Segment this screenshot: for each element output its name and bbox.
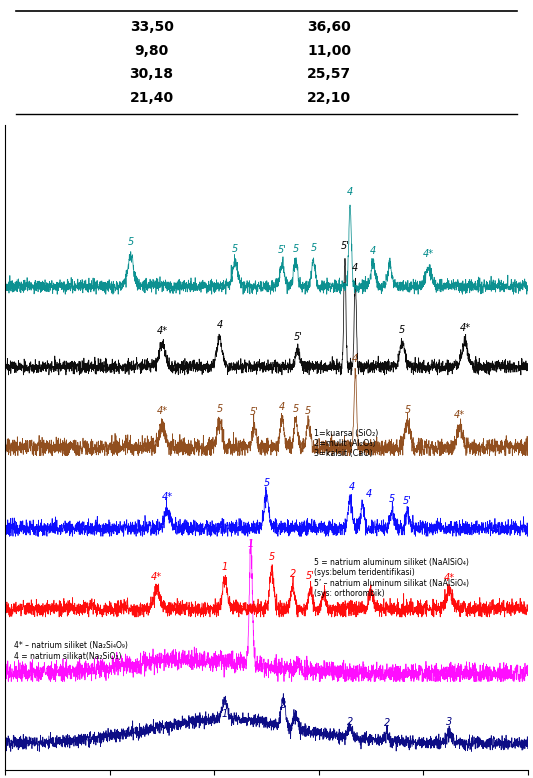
Text: 4*: 4* [423,249,434,259]
Text: 4: 4 [366,489,372,499]
Text: 11,00: 11,00 [307,44,351,58]
Text: 2: 2 [384,718,390,728]
Text: 5: 5 [389,494,395,504]
Text: 5: 5 [305,406,311,415]
Text: 5: 5 [293,404,299,414]
Text: 5: 5 [405,405,410,415]
Text: 4: 4 [349,482,356,492]
Text: 4*: 4* [444,573,455,583]
Text: 2: 2 [289,569,296,580]
Text: 5': 5' [278,246,287,255]
Text: 25,57: 25,57 [307,67,351,81]
Text: 36,60: 36,60 [308,20,351,34]
Text: 5': 5' [403,496,412,506]
Text: 5: 5 [263,478,270,489]
Text: 4*: 4* [454,409,465,419]
Text: 5: 5 [127,237,134,247]
Text: 4: 4 [370,246,376,256]
Text: 1: 1 [222,562,228,573]
Text: 5': 5' [293,332,302,342]
Text: 2: 2 [347,717,353,727]
Text: 5': 5' [306,571,315,581]
Text: 4* – natrium siliket (Na₂Si₄O₉)
4 = natrium silikat(Na₂SiO₃): 4* – natrium siliket (Na₂Si₄O₉) 4 = natr… [14,641,127,661]
Text: 4: 4 [352,263,358,273]
Text: 4*: 4* [157,326,167,335]
Text: 4*: 4* [459,324,471,334]
Text: 5: 5 [310,243,317,253]
Text: 4: 4 [216,321,223,330]
Text: 1: 1 [222,709,228,719]
Text: 4: 4 [352,354,358,364]
Text: 5 = natrium aluminum siliket (NaAlSiO₄)
(sys:belum teridentifikasi)
5’ – natrium: 5 = natrium aluminum siliket (NaAlSiO₄) … [313,558,469,598]
Text: 5: 5 [269,552,275,562]
Text: 5: 5 [293,244,299,254]
Text: 33,50: 33,50 [130,20,174,34]
Text: 4: 4 [347,187,353,198]
Text: 5: 5 [232,244,238,254]
Text: 9,80: 9,80 [134,44,169,58]
Text: 2: 2 [280,700,286,710]
Text: 1=kuarsa (SiO₂)
2=mulit (Al₂O₃)
3=kalsit (CaO): 1=kuarsa (SiO₂) 2=mulit (Al₂O₃) 3=kalsit… [313,429,378,458]
Text: 30,18: 30,18 [130,67,174,81]
Text: 3: 3 [446,717,453,727]
Text: 4*: 4* [157,406,167,416]
Text: 5: 5 [216,404,223,414]
Text: 1: 1 [248,538,254,548]
Text: 4*: 4* [151,572,163,582]
Text: 4*: 4* [161,492,173,503]
Text: 21,40: 21,40 [130,90,174,104]
Text: 5': 5' [249,408,259,417]
Text: 22,10: 22,10 [307,90,351,104]
Text: 5: 5 [399,324,406,335]
Text: 5': 5' [341,241,349,251]
Text: 4: 4 [279,402,285,412]
